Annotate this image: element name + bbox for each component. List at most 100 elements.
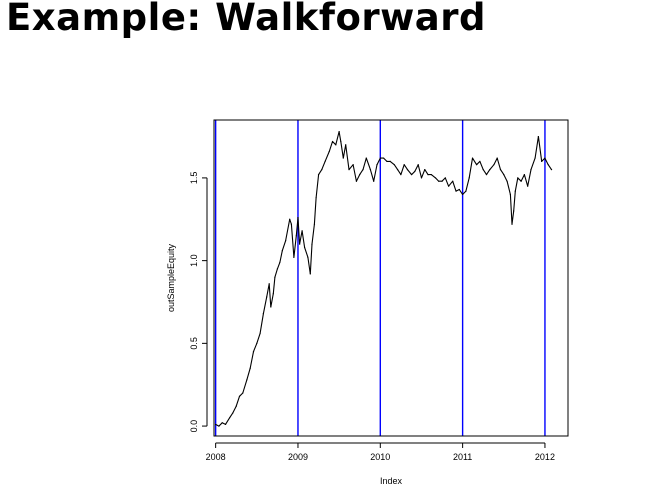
equity-point bbox=[369, 169, 372, 171]
equity-point bbox=[547, 164, 549, 166]
equity-point bbox=[468, 177, 470, 179]
equity-point bbox=[218, 425, 220, 427]
equity-point bbox=[293, 256, 295, 258]
equity-point bbox=[458, 188, 460, 191]
equity-point bbox=[315, 197, 317, 199]
equity-point bbox=[438, 180, 440, 182]
equity-point bbox=[345, 144, 347, 146]
equity-point bbox=[311, 243, 313, 245]
equity-point bbox=[324, 160, 326, 162]
equity-point bbox=[376, 164, 378, 166]
equity-point bbox=[496, 157, 498, 159]
x-tick-label: 2012 bbox=[535, 452, 555, 462]
equity-point bbox=[462, 193, 464, 196]
equity-point bbox=[355, 180, 358, 182]
equity-point bbox=[393, 164, 395, 166]
equity-point bbox=[272, 293, 274, 295]
equity-point bbox=[534, 157, 536, 159]
equity-point bbox=[303, 246, 306, 248]
equity-point bbox=[523, 173, 525, 176]
y-tick-label: 1.0 bbox=[189, 254, 199, 267]
equity-point bbox=[448, 185, 450, 187]
equity-point bbox=[242, 392, 244, 394]
equity-point bbox=[471, 157, 474, 159]
equity-point bbox=[499, 169, 502, 171]
equity-point bbox=[313, 223, 316, 225]
equity-point bbox=[285, 240, 287, 242]
equity-point bbox=[430, 173, 432, 176]
x-tick-label: 2008 bbox=[206, 452, 226, 462]
equity-point bbox=[541, 160, 543, 162]
equity-point bbox=[476, 164, 478, 166]
equity-point bbox=[396, 169, 399, 171]
equity-point bbox=[246, 379, 248, 381]
x-axis: 2008 2009 2010 2011 2012 bbox=[206, 442, 555, 462]
equity-point bbox=[270, 306, 272, 308]
equity-point bbox=[514, 190, 516, 192]
equity-point bbox=[537, 135, 539, 138]
x-tick-label: 2009 bbox=[288, 452, 308, 462]
equity-point bbox=[530, 169, 532, 171]
equity-point bbox=[342, 157, 344, 159]
y-tick-label: 0.5 bbox=[189, 337, 199, 350]
equity-point bbox=[359, 173, 361, 176]
page-title: Example: Walkforward bbox=[6, 0, 486, 39]
equity-point bbox=[290, 223, 292, 225]
equity-point bbox=[511, 223, 513, 225]
equity-point bbox=[517, 177, 519, 179]
equity-point bbox=[441, 180, 443, 182]
equity-point bbox=[362, 169, 364, 171]
equity-point bbox=[400, 173, 402, 176]
x-tick-label: 2011 bbox=[453, 452, 472, 462]
equity-point bbox=[513, 210, 515, 212]
period-divider-lines bbox=[214, 120, 546, 436]
equity-point bbox=[414, 170, 416, 172]
equity-point bbox=[215, 423, 217, 426]
equity-point bbox=[455, 190, 457, 192]
series-layer bbox=[215, 130, 553, 427]
y-tick-label: 1.5 bbox=[189, 172, 199, 185]
equity-point bbox=[331, 140, 334, 143]
equity-point bbox=[527, 185, 529, 187]
x-tick-label: 2010 bbox=[370, 452, 390, 462]
equity-point bbox=[479, 160, 481, 162]
equity-point bbox=[503, 173, 505, 176]
y-axis: 0.0 0.5 1.0 1.5 bbox=[189, 172, 208, 432]
equity-point bbox=[274, 276, 276, 278]
equity-point bbox=[307, 256, 309, 258]
equity-point bbox=[520, 180, 522, 182]
equity-point bbox=[410, 173, 413, 176]
x-axis-label: Index bbox=[380, 476, 403, 486]
equity-point bbox=[259, 332, 261, 335]
equity-point bbox=[348, 169, 350, 171]
equity-point bbox=[509, 193, 511, 196]
equity-point bbox=[297, 217, 299, 219]
equity-point bbox=[276, 268, 278, 270]
equity-point bbox=[328, 150, 330, 153]
equity-series-line bbox=[215, 131, 552, 427]
equity-point bbox=[444, 177, 446, 179]
equity-point bbox=[340, 140, 342, 143]
equity-point bbox=[279, 261, 281, 263]
equity-point bbox=[489, 169, 491, 171]
equity-point bbox=[379, 157, 381, 159]
equity-point bbox=[434, 177, 437, 179]
equity-point bbox=[427, 173, 429, 176]
equity-point bbox=[465, 190, 467, 192]
equity-point bbox=[299, 243, 301, 245]
equity-point bbox=[506, 180, 508, 182]
equity-point bbox=[485, 173, 488, 176]
equity-point bbox=[295, 235, 297, 237]
equity-point bbox=[266, 296, 268, 298]
equity-point bbox=[289, 218, 291, 220]
equity-point bbox=[321, 169, 323, 171]
equity-point bbox=[406, 169, 409, 171]
plot-frame bbox=[213, 119, 569, 437]
equity-point bbox=[389, 160, 391, 162]
equity-point bbox=[424, 169, 426, 171]
equity-point bbox=[544, 157, 546, 159]
equity-point bbox=[224, 423, 227, 426]
equity-point bbox=[268, 283, 270, 285]
equity-point bbox=[232, 412, 234, 414]
